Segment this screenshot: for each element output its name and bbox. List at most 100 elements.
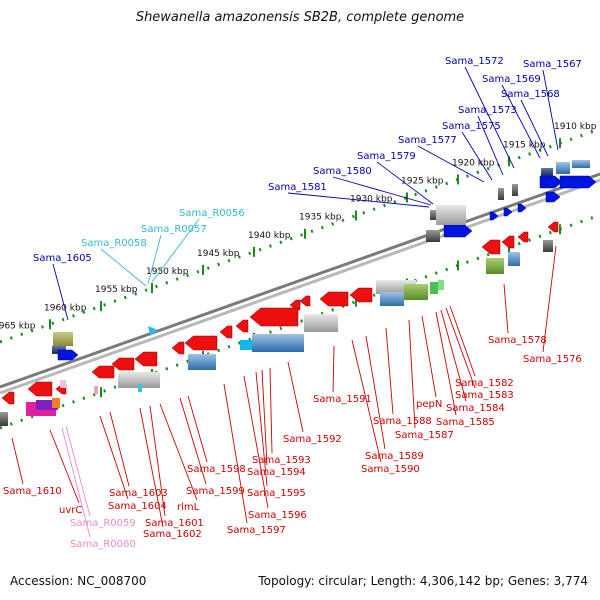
leader-line xyxy=(461,131,493,181)
scale-tick-label: 1935 kbp xyxy=(299,213,342,223)
leader-line xyxy=(149,405,166,517)
reverse-gene-arrow xyxy=(319,291,349,307)
green-block xyxy=(486,258,504,274)
gene-label: Sama_1589 xyxy=(365,451,424,462)
scale-tick-label: 1920 kbp xyxy=(452,158,495,168)
scale-tick-label: 1965 kbp xyxy=(0,321,36,331)
dark-block xyxy=(426,230,440,242)
reverse-gene-arrow xyxy=(219,325,233,339)
leader-line xyxy=(440,309,467,402)
gene-label: Sama_1594 xyxy=(247,467,306,478)
gene-label: Sama_1573 xyxy=(458,105,517,116)
leader-line xyxy=(269,367,273,454)
leader-line xyxy=(332,345,335,393)
leader-line xyxy=(464,66,515,169)
leader-line xyxy=(417,145,485,183)
forward-gene-arrow xyxy=(517,203,527,213)
gene-label: Sama_1572 xyxy=(445,56,504,67)
leader-line xyxy=(147,234,162,285)
shaded-blue-block xyxy=(572,160,590,168)
gene-label: Sama_1596 xyxy=(248,510,307,521)
gene-labels: Sama_1567 Sama_1568 Sama_1569 Sama_1572 Sama… xyxy=(3,56,582,550)
leader-line xyxy=(520,99,549,157)
gene-label: Sama_1583 xyxy=(455,390,514,401)
leader-line xyxy=(376,161,434,205)
reverse-gene-arrow xyxy=(501,235,515,249)
leader-lines xyxy=(11,66,559,538)
leader-line xyxy=(65,425,91,517)
scale-tick-label: 1955 kbp xyxy=(95,285,138,295)
gene-label: Sama_R0060 xyxy=(70,539,136,550)
gene-label: Sama_1569 xyxy=(482,74,541,85)
gene-label: Sama_1601 xyxy=(145,518,204,529)
gene-label: uvrC xyxy=(59,505,82,516)
reverse-gene-arrow xyxy=(134,351,158,367)
gene-label: Sama_1568 xyxy=(501,89,560,100)
leader-line xyxy=(449,305,476,377)
leader-line xyxy=(542,245,557,353)
gene-label: Sama_1603 xyxy=(109,488,168,499)
gene-label: Sama_1576 xyxy=(523,354,582,365)
gene-label: Sama_1587 xyxy=(395,430,454,441)
dark-block xyxy=(0,412,8,426)
gene-label: Sama_1592 xyxy=(283,434,342,445)
gene-label: Sama_R0059 xyxy=(70,518,136,529)
gene-label: Sama_1567 xyxy=(523,59,582,70)
leader-line xyxy=(421,315,437,398)
gene-label: Sama_1605 xyxy=(33,253,92,264)
gene-label: Sama_1580 xyxy=(313,166,372,177)
leader-line xyxy=(179,397,207,485)
cyan-block xyxy=(138,384,142,392)
gene-label: Sama_1610 xyxy=(3,486,62,497)
green-block xyxy=(430,282,438,294)
gene-label: Sama_R0056 xyxy=(179,208,245,219)
leader-line xyxy=(11,437,24,485)
dark-block xyxy=(430,210,440,220)
shaded-blue-block xyxy=(556,162,570,174)
leader-line xyxy=(332,176,432,206)
features xyxy=(0,160,597,426)
purple-block xyxy=(36,400,58,410)
shaded-blue-block xyxy=(508,252,520,266)
leader-line xyxy=(61,427,91,538)
gene-label: Sama_1593 xyxy=(252,455,311,466)
gene-label: Sama_1602 xyxy=(143,529,202,540)
leader-line xyxy=(100,248,147,287)
olive-block xyxy=(53,332,73,346)
forward-gene-arrow xyxy=(57,349,79,361)
gene-label: Sama_1577 xyxy=(398,135,457,146)
reverse-gene-arrow xyxy=(289,299,301,311)
pink-block xyxy=(60,380,66,388)
leader-line xyxy=(351,339,382,463)
green-block xyxy=(438,280,444,290)
map-title: Shewanella amazonensis SB2B, complete ge… xyxy=(135,10,465,25)
scale-tick-label: 1945 kbp xyxy=(197,249,240,259)
reverse-gene-arrow xyxy=(517,231,529,243)
reverse-gene-arrow xyxy=(349,287,373,303)
forward-gene-arrow xyxy=(559,175,597,189)
reverse-gene-arrow xyxy=(1,391,15,405)
scale-tick-label: 1930 kbp xyxy=(350,195,393,205)
dark-block xyxy=(543,240,553,252)
backbone-line-lower xyxy=(0,178,600,395)
leader-line xyxy=(501,84,541,159)
gene-label: Sama_1588 xyxy=(373,416,432,427)
backbone xyxy=(0,172,600,395)
gene-label: pepN xyxy=(416,399,442,410)
leader-line xyxy=(151,218,200,283)
gene-label: Sama_1590 xyxy=(361,464,420,475)
shaded-blue-block xyxy=(188,354,216,370)
leader-line xyxy=(365,335,386,450)
gene-label: Sama_R0057 xyxy=(141,224,207,235)
gene-label: Sama_1579 xyxy=(357,151,416,162)
leader-line xyxy=(261,369,268,466)
leader-line xyxy=(223,383,248,524)
reverse-gene-arrow xyxy=(547,221,559,233)
leader-line xyxy=(408,319,416,429)
accession-text: Accession: NC_008700 xyxy=(10,574,147,588)
reverse-gene-arrow xyxy=(111,357,135,371)
reverse-gene-arrow xyxy=(481,239,501,255)
leader-line xyxy=(109,411,130,487)
reverse-gene-arrow xyxy=(184,335,218,351)
reverse-gene-arrow xyxy=(27,381,53,397)
